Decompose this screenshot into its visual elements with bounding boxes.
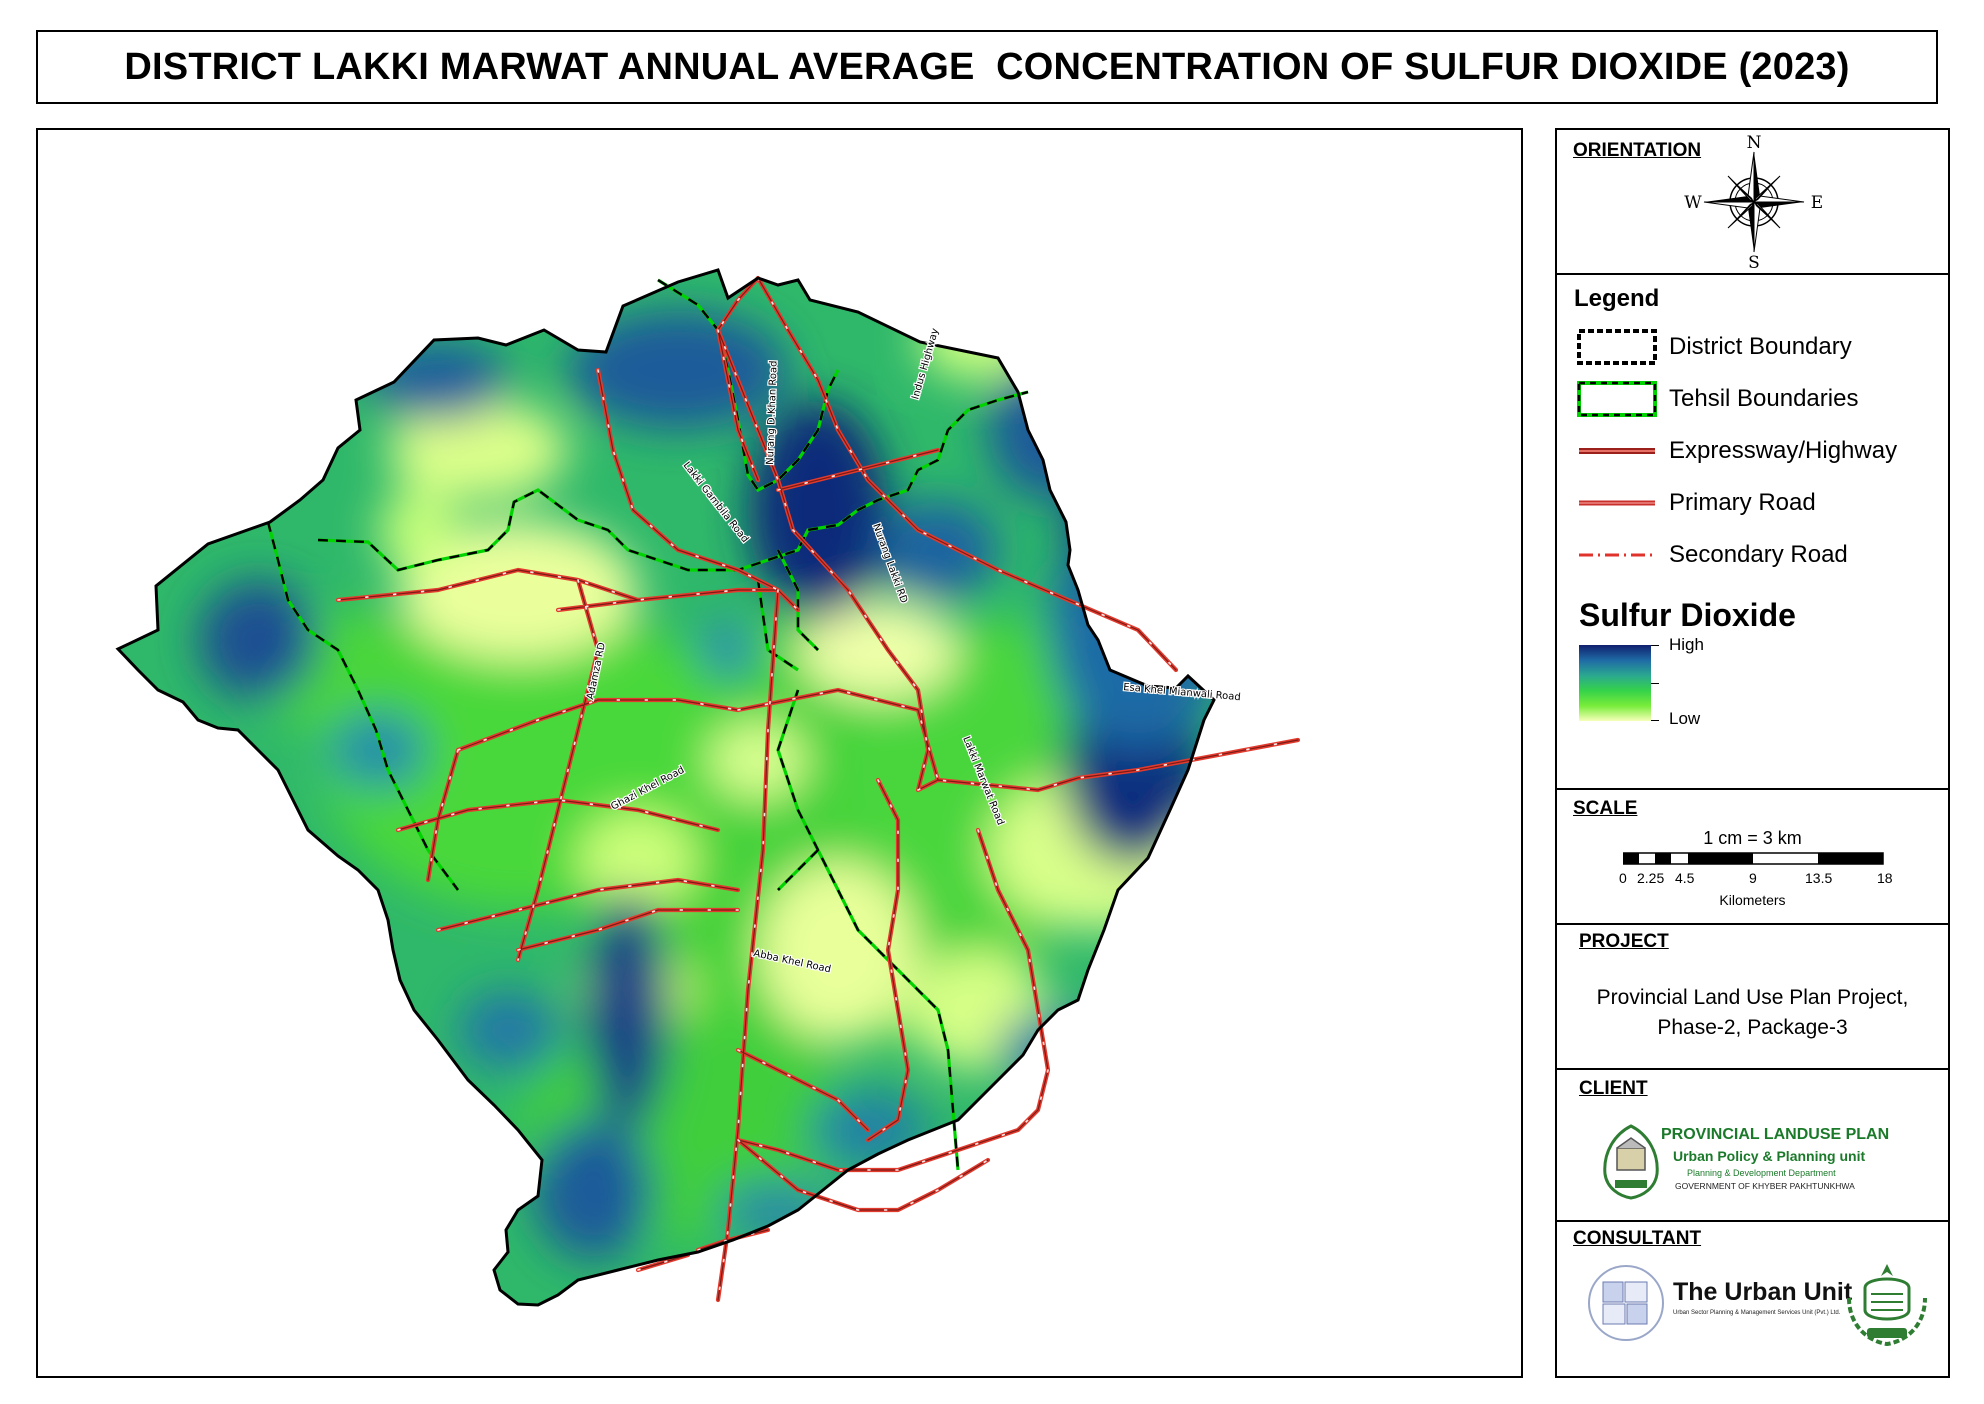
client-logo: PROVINCIAL LANDUSE PLAN Urban Policy & P…	[1595, 1106, 1895, 1212]
project-line-1: Provincial Land Use Plan Project,	[1596, 986, 1909, 1009]
scale-ratio: 1 cm = 3 km	[1703, 828, 1802, 848]
consultant-name: The Urban Unit	[1673, 1278, 1853, 1306]
ramp-label-low: Low	[1669, 709, 1701, 728]
consultant-subtitle: Urban Sector Planning & Management Servi…	[1673, 1310, 1841, 1316]
legend-label-district: District Boundary	[1669, 333, 1852, 360]
so2-layer-title: Sulfur Dioxide	[1579, 597, 1796, 633]
legend-item-district: District Boundary	[1557, 325, 1948, 365]
client-logo-line-3: Planning & Development Department	[1687, 1168, 1836, 1178]
client-section: CLIENT PROVINCIAL LANDUSE PLAN Urban Pol…	[1557, 1070, 1948, 1222]
legend-label-expressway: Expressway/Highway	[1669, 437, 1898, 464]
ramp-tick-mid	[1651, 683, 1659, 684]
project-heading: PROJECT	[1579, 931, 1669, 952]
scale-heading: SCALE	[1573, 798, 1638, 819]
client-heading: CLIENT	[1579, 1078, 1648, 1099]
legend-item-expressway: Expressway/Highway	[1557, 429, 1948, 469]
legend-label-primary: Primary Road	[1669, 489, 1816, 516]
scale-bar	[1623, 852, 1884, 865]
side-panel: ORIENTATION N S E W Legend	[1555, 128, 1950, 1378]
consultant-section: CONSULTANT The Urban Unit Urban Sector P…	[1557, 1222, 1948, 1380]
compass-s: S	[1748, 253, 1760, 269]
ramp-tick-low	[1651, 720, 1659, 721]
so2-raster	[118, 270, 1214, 1305]
road-label-nurang-dkhan: Nurang D.Khan Road	[765, 360, 780, 465]
map-frame: Lakki Gambila Road Nurang D.Khan Road In…	[36, 128, 1523, 1378]
legend-section: Legend District Boundary Tehsil Boundari…	[1557, 275, 1948, 790]
legend-item-tehsil: Tehsil Boundaries	[1557, 377, 1948, 417]
scale-tick-4: 13.5	[1805, 870, 1833, 886]
punjab-emblem-icon	[1847, 1264, 1927, 1347]
scale-tick-0: 0	[1619, 870, 1627, 886]
secondary-road-symbol	[1579, 553, 1655, 557]
client-logo-line-4: GOVERNMENT OF KHYBER PAKHTUNKHWA	[1675, 1181, 1855, 1191]
orientation-heading: ORIENTATION	[1573, 140, 1702, 161]
expressway-symbol	[1579, 448, 1655, 454]
client-logo-line-2: Urban Policy & Planning unit	[1673, 1148, 1866, 1164]
scale-tick-5: 18	[1877, 870, 1893, 886]
legend-item-secondary: Secondary Road	[1557, 533, 1948, 573]
kp-emblem-icon	[1603, 1124, 1659, 1200]
urban-unit-puzzle-icon	[1588, 1265, 1664, 1341]
map-canvas: Lakki Gambila Road Nurang D.Khan Road In…	[116, 268, 1523, 1307]
consultant-heading: CONSULTANT	[1573, 1228, 1702, 1249]
legend-item-primary: Primary Road	[1557, 481, 1948, 521]
map-title-box: DISTRICT LAKKI MARWAT ANNUAL AVERAGE CON…	[36, 30, 1938, 104]
legend-label-tehsil: Tehsil Boundaries	[1669, 385, 1859, 412]
compass-n: N	[1747, 134, 1762, 153]
project-text: Provincial Land Use Plan Project, Phase-…	[1557, 983, 1948, 1043]
orientation-section: ORIENTATION N S E W	[1557, 130, 1948, 275]
ramp-tick-high	[1651, 645, 1659, 646]
scale-units: Kilometers	[1719, 892, 1786, 908]
scale-tick-2: 4.5	[1675, 870, 1695, 886]
scale-section: SCALE 1 cm = 3 km 0 2.25 4.5 9 13.5 18 K…	[1557, 790, 1948, 925]
map-title: DISTRICT LAKKI MARWAT ANNUAL AVERAGE CON…	[124, 45, 1850, 88]
so2-color-ramp	[1579, 645, 1651, 721]
legend-label-secondary: Secondary Road	[1669, 541, 1848, 568]
project-section: PROJECT Provincial Land Use Plan Project…	[1557, 925, 1948, 1070]
primary-road-symbol	[1579, 500, 1655, 506]
scale-tick-1: 2.25	[1637, 870, 1665, 886]
ramp-label-high: High	[1669, 635, 1704, 654]
district-boundary-symbol	[1577, 329, 1657, 365]
client-logo-line-1: PROVINCIAL LANDUSE PLAN	[1661, 1126, 1890, 1143]
north-arrow-icon: N S E W	[1684, 134, 1823, 269]
legend-heading: Legend	[1574, 285, 1660, 312]
compass-e: E	[1811, 193, 1823, 213]
tehsil-boundary-symbol	[1577, 381, 1657, 417]
compass-w: W	[1684, 193, 1702, 213]
project-line-2: Phase-2, Package-3	[1657, 1016, 1848, 1039]
scale-tick-3: 9	[1749, 870, 1757, 886]
